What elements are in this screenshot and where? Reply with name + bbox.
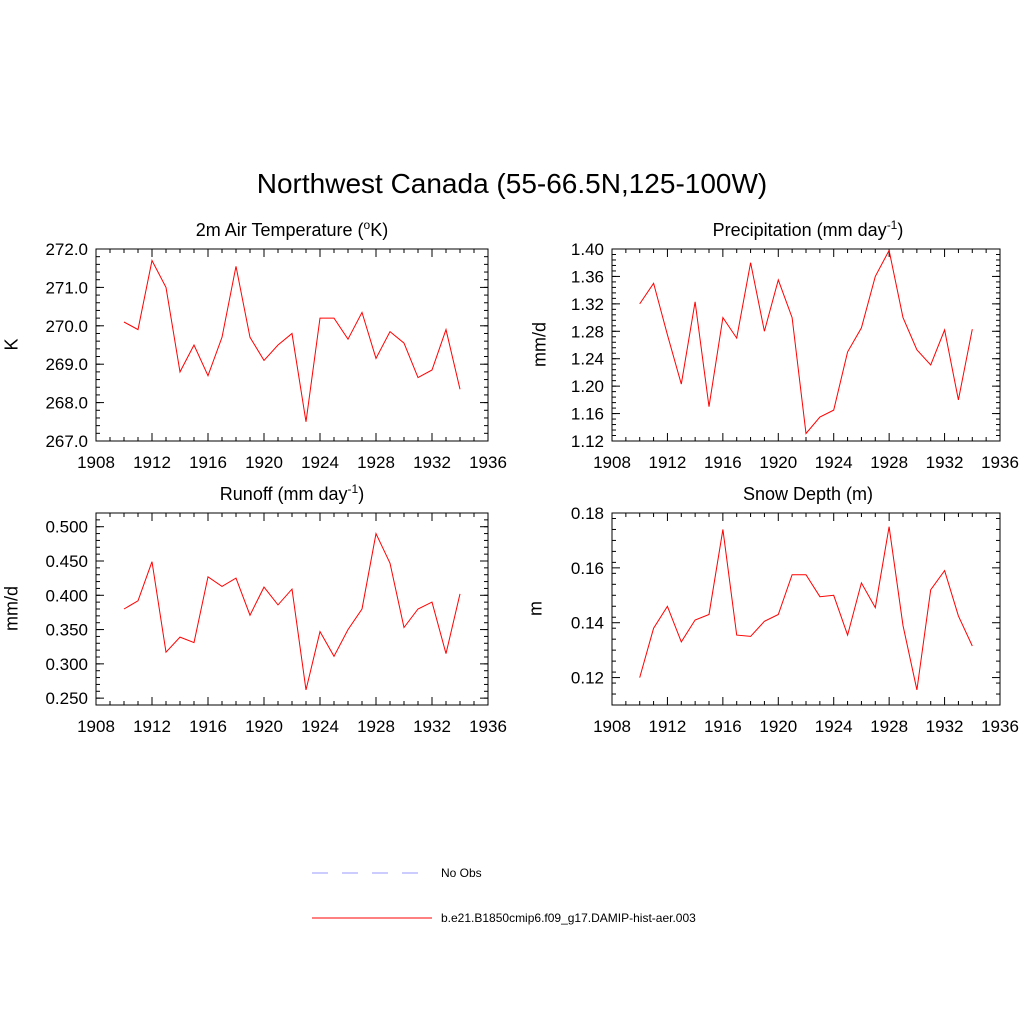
x-tick-label: 1916 [704,453,742,472]
series-line [639,526,973,691]
y-tick-label: 0.14 [571,614,604,633]
panel-temperature: 1908 1912 1916 1920 1924 1928 1932 1936 267.0 268… [45,240,506,472]
panel-title-temperature: 2m Air Temperature (oK) [96,218,488,241]
y-tick-label: 1.28 [571,322,604,341]
y-tick-label: 271.0 [45,278,88,297]
x-tick-label: 1924 [301,453,339,472]
x-tick-label: 1912 [649,453,687,472]
y-tick-label: 0.12 [571,669,604,688]
y-tick-label: 268.0 [45,394,88,413]
panel-title-precipitation: Precipitation (mm day-1) [612,218,1004,241]
x-tick-label: 1916 [704,717,742,736]
panel-title-main: Runoff (mm day [219,484,348,504]
y-tick-label: 1.12 [571,432,604,451]
y-tick-label: 0.300 [45,655,88,674]
y-tick-label: 1.36 [571,267,604,286]
x-tick-label: 1932 [413,717,451,736]
x-tick-label: 1908 [593,453,631,472]
y-tick-label: 1.40 [571,240,604,259]
panel-title-sup: -1 [347,482,359,496]
panel-title-runoff: Runoff (mm day-1) [96,482,488,505]
x-tick-label: 1924 [301,717,339,736]
x-tick-label: 1920 [759,717,797,736]
x-tick-label: 1936 [469,717,507,736]
x-tick-label: 1924 [815,717,853,736]
y-tick-label: 0.450 [45,552,88,571]
panel-title-main: 2m Air Temperature ( [195,220,364,240]
x-tick-label: 1912 [649,717,687,736]
x-tick-label: 1936 [469,453,507,472]
x-tick-label: 1908 [77,453,115,472]
x-tick-label: 1928 [357,453,395,472]
x-tick-label: 1908 [593,717,631,736]
plot-frame [95,512,489,706]
series-line [639,248,973,435]
panel-title-snow-depth: Snow Depth (m) [612,482,1004,505]
y-tick-label: 1.32 [571,295,604,314]
x-tick-label: 1920 [759,453,797,472]
x-tick-label: 1932 [926,453,964,472]
panel-title-sup: -1 [886,218,898,232]
x-tick-label: 1916 [189,453,227,472]
x-tick-label: 1912 [133,717,171,736]
plot-frame [611,512,1001,706]
panel-title-end: K) [370,220,389,240]
x-tick-label: 1932 [413,453,451,472]
panel-title-main: Snow Depth (m) [742,484,874,504]
y-tick-label: 0.16 [571,559,604,578]
x-tick-label: 1908 [77,717,115,736]
plot-frame [95,248,489,442]
y-tick-label: 0.500 [45,518,88,537]
x-tick-label: 1932 [926,717,964,736]
x-tick-label: 1920 [245,453,283,472]
panel-title-end: ) [897,220,904,240]
x-tick-label: 1928 [357,717,395,736]
y-tick-label: 0.400 [45,586,88,605]
panel-title-end: ) [358,484,365,504]
panel-precipitation: 1908 1912 1916 1920 1924 1928 1932 1936 1.12 1.16… [571,240,1019,472]
x-tick-label: 1928 [870,717,908,736]
x-tick-label: 1936 [981,717,1019,736]
y-tick-label: 272.0 [45,240,88,259]
panel-snow-depth: 1908 1912 1916 1920 1924 1928 1932 1936 0.12 0.14… [571,504,1019,736]
x-tick-label: 1912 [133,453,171,472]
series-line [123,259,461,422]
y-tick-label: 0.250 [45,689,88,708]
x-tick-label: 1916 [189,717,227,736]
y-tick-label: 0.18 [571,504,604,523]
x-tick-label: 1936 [981,453,1019,472]
panel-title-main: Precipitation (mm day [712,220,887,240]
y-tick-label: 1.20 [571,377,604,396]
legend-label-no-obs: No Obs [441,866,482,880]
y-tick-label: 270.0 [45,317,88,336]
x-tick-label: 1920 [245,717,283,736]
x-tick-label: 1928 [870,453,908,472]
series-line [123,531,461,691]
y-tick-label: 1.24 [571,350,604,369]
legend-label-model: b.e21.B1850cmip6.f09_g17.DAMIP-hist-aer.… [441,911,696,925]
y-tick-label: 267.0 [45,432,88,451]
panel-title-sup: o [363,218,371,232]
y-tick-label: 269.0 [45,355,88,374]
panel-runoff: 1908 1912 1916 1920 1924 1928 1932 1936 0.250 0.3… [45,512,507,736]
x-tick-label: 1924 [815,453,853,472]
y-tick-label: 1.16 [571,405,604,424]
y-tick-label: 0.350 [45,621,88,640]
figure-title: Northwest Canada (55-66.5N,125-100W) [256,168,768,199]
